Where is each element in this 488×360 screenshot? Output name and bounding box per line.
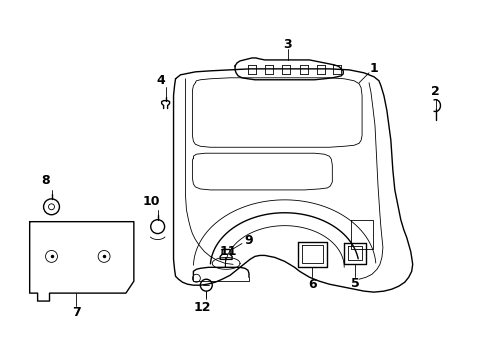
Text: 9: 9	[244, 234, 253, 247]
Text: 2: 2	[430, 85, 439, 98]
Text: 7: 7	[72, 306, 81, 319]
Text: 10: 10	[142, 195, 160, 208]
Text: 3: 3	[283, 37, 291, 50]
Text: 8: 8	[41, 175, 50, 188]
Text: 6: 6	[307, 278, 316, 291]
Text: 1: 1	[369, 62, 378, 75]
Text: 5: 5	[350, 277, 359, 290]
Text: 12: 12	[193, 301, 211, 314]
Text: 11: 11	[219, 245, 236, 258]
Text: 4: 4	[156, 74, 164, 87]
